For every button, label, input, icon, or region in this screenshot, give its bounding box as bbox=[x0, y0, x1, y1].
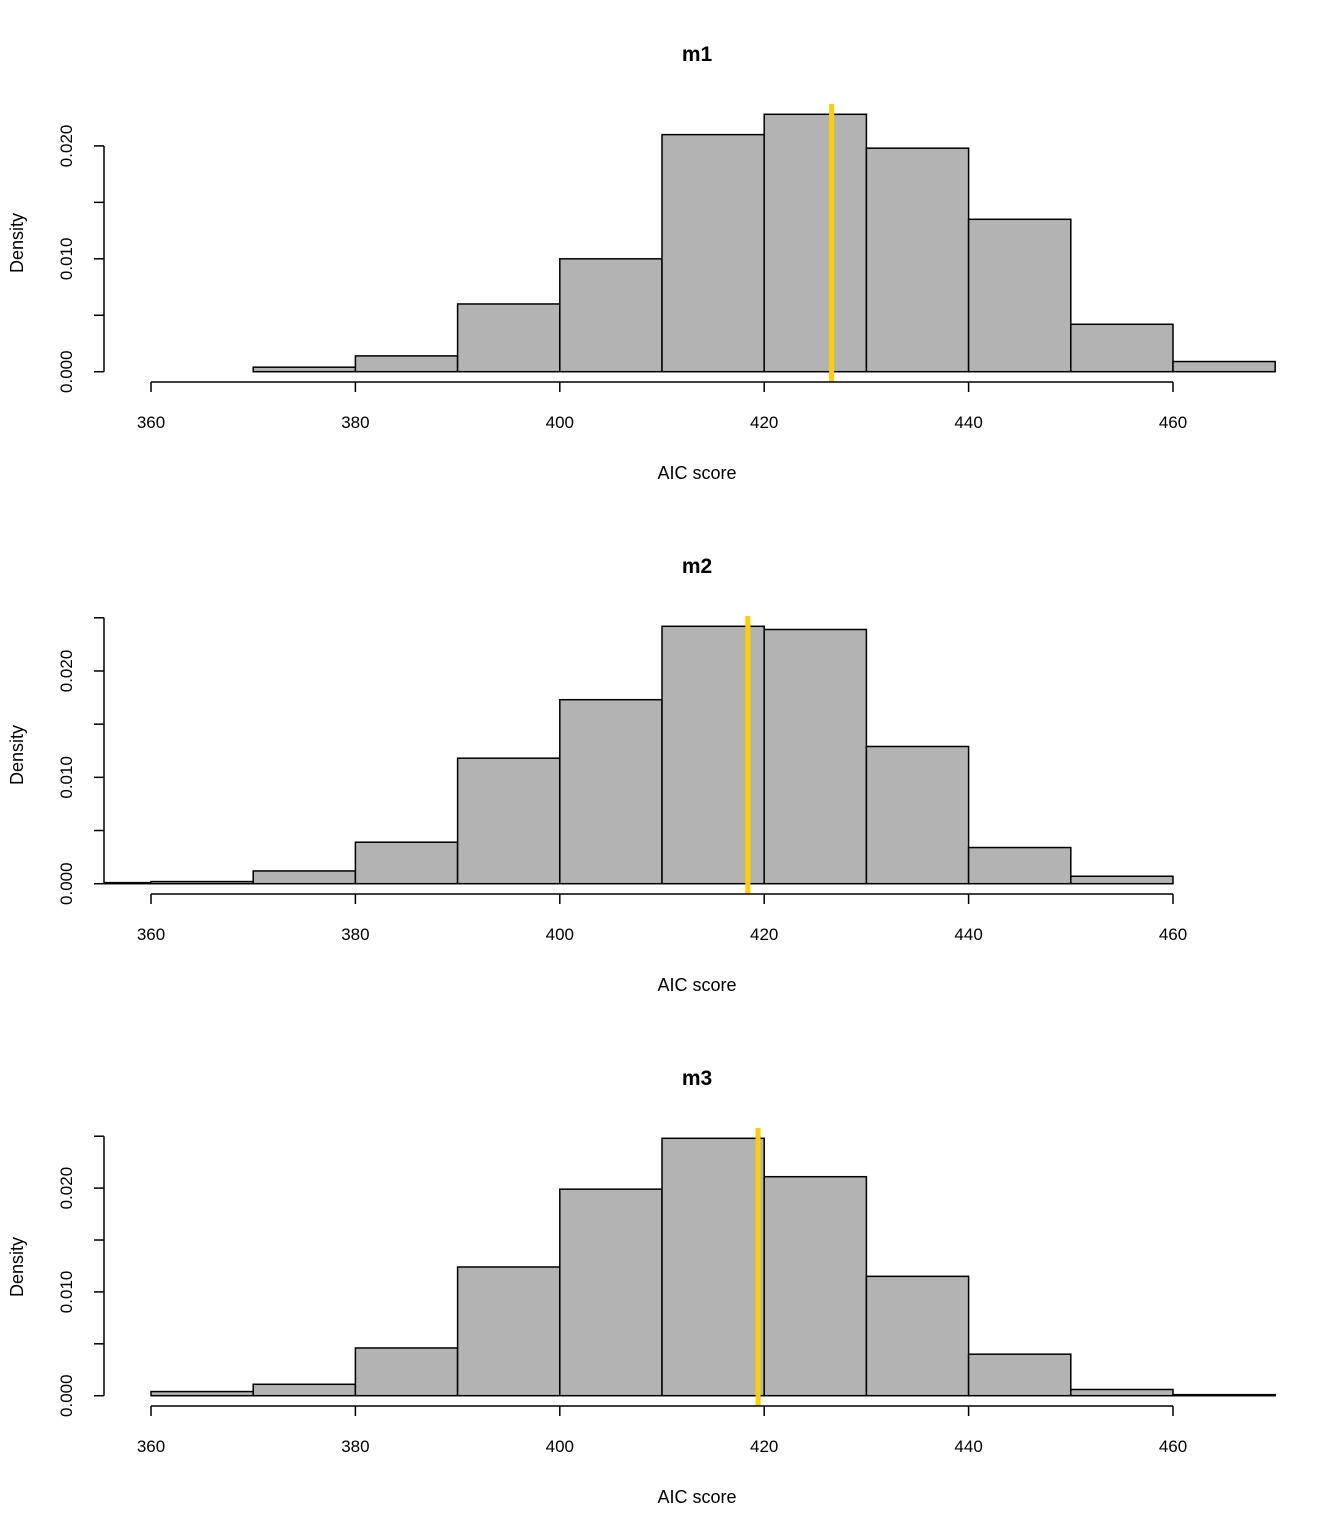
bars bbox=[104, 625, 1174, 885]
histogram-bar bbox=[1172, 360, 1276, 373]
x-axis-label: AIC score bbox=[657, 975, 736, 995]
histogram-bar bbox=[967, 846, 1072, 885]
x-tick-label: 460 bbox=[1159, 413, 1187, 432]
x-tick-label: 460 bbox=[1159, 925, 1187, 944]
chart-title: m2 bbox=[682, 555, 712, 578]
x-tick-label: 420 bbox=[750, 413, 778, 432]
x-tick-label: 440 bbox=[954, 925, 982, 944]
x-axis-label: AIC score bbox=[657, 463, 736, 483]
histogram-bar bbox=[150, 1390, 254, 1397]
y-tick-label: 0.020 bbox=[57, 1167, 76, 1210]
histogram-bar bbox=[456, 757, 561, 885]
y-axis-label: Density bbox=[7, 725, 27, 785]
x-tick-label: 440 bbox=[954, 413, 982, 432]
histogram-bar bbox=[763, 1175, 868, 1397]
histogram-bar bbox=[456, 303, 561, 373]
histogram-bar bbox=[252, 366, 357, 373]
histogram-bar bbox=[865, 147, 970, 373]
bars bbox=[150, 1137, 1276, 1397]
x-tick-label: 380 bbox=[341, 925, 369, 944]
histogram-bar bbox=[865, 1275, 970, 1397]
y-tick-label: 0.010 bbox=[57, 238, 76, 281]
y-axis-label: Density bbox=[7, 1237, 27, 1297]
x-tick-label: 420 bbox=[750, 925, 778, 944]
histogram-bar bbox=[1070, 1388, 1174, 1397]
chart-title: m3 bbox=[682, 1067, 712, 1090]
histogram-bar bbox=[1172, 1393, 1276, 1397]
x-tick-label: 420 bbox=[750, 1437, 778, 1456]
x-tick-label: 360 bbox=[137, 413, 165, 432]
x-tick-label: 360 bbox=[137, 925, 165, 944]
histogram-bar bbox=[456, 1266, 561, 1397]
x-tick-label: 360 bbox=[137, 1437, 165, 1456]
histogram-bar bbox=[661, 133, 765, 373]
chart-title: m1 bbox=[682, 43, 713, 66]
histogram-bar bbox=[354, 355, 459, 373]
x-tick-label: 400 bbox=[546, 925, 574, 944]
y-tick-label: 0.000 bbox=[57, 1374, 76, 1417]
x-tick-label: 400 bbox=[546, 413, 574, 432]
y-tick-label: 0.010 bbox=[57, 756, 76, 799]
y-tick-label: 0.000 bbox=[57, 862, 76, 905]
histogram-bar bbox=[967, 1353, 1072, 1397]
y-tick-label: 0.020 bbox=[57, 650, 76, 693]
histogram-bar bbox=[763, 113, 868, 373]
y-tick-label: 0.010 bbox=[57, 1271, 76, 1314]
x-tick-label: 460 bbox=[1159, 1437, 1187, 1456]
bars bbox=[252, 113, 1276, 373]
histogram-bar bbox=[559, 258, 663, 373]
histogram-bar bbox=[1070, 875, 1174, 885]
histogram-bar bbox=[252, 1383, 357, 1397]
x-tick-label: 440 bbox=[954, 1437, 982, 1456]
histogram-bar bbox=[967, 218, 1072, 373]
histogram-bar bbox=[559, 1188, 663, 1397]
y-tick-label: 0.020 bbox=[57, 125, 76, 168]
histogram-bar bbox=[661, 1137, 765, 1397]
x-tick-label: 380 bbox=[341, 1437, 369, 1456]
y-tick-label: 0.000 bbox=[57, 350, 76, 393]
histogram-bar bbox=[1070, 323, 1174, 373]
panel-m2: m2 360 380 400 420 440 460 AIC score 0.000 0.010 0… bbox=[7, 555, 1187, 995]
x-axis-label: AIC score bbox=[657, 1487, 736, 1507]
histogram-bar bbox=[865, 745, 970, 885]
histogram-bar bbox=[559, 698, 663, 885]
panel-m1: m1 360 380 400 420 440 460 AIC score 0.000 0.010 0… bbox=[7, 43, 1276, 483]
histogram-bar bbox=[150, 880, 254, 885]
histogram-bar bbox=[252, 870, 357, 885]
y-axis-label: Density bbox=[7, 213, 27, 273]
histogram-bar bbox=[763, 628, 868, 885]
histogram-bar bbox=[354, 841, 459, 885]
panel-m3: m3 360 380 400 420 440 460 AIC score 0.000 0.010 0… bbox=[7, 1067, 1276, 1507]
x-tick-label: 380 bbox=[341, 413, 369, 432]
histogram-bar bbox=[354, 1347, 459, 1397]
x-tick-label: 400 bbox=[546, 1437, 574, 1456]
